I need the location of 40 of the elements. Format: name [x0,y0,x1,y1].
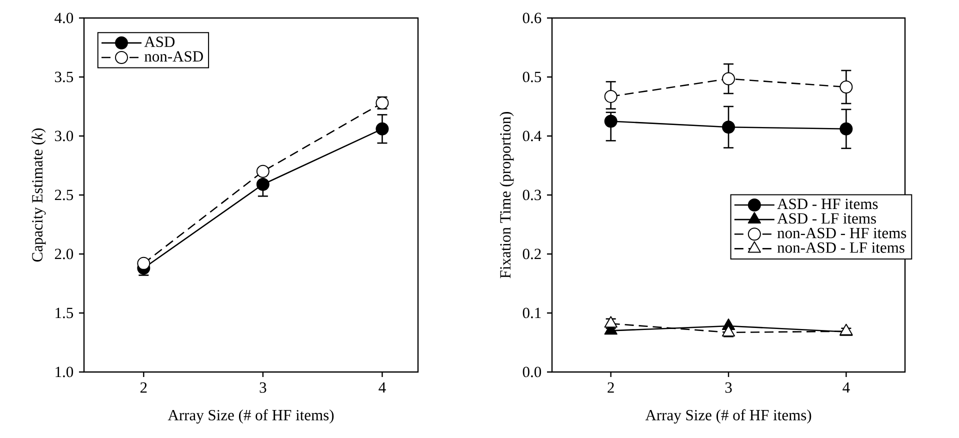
x-axis-title: Array Size (# of HF items) [168,409,334,424]
point [604,90,618,103]
point [840,80,853,94]
x-tick-label: 2 [140,382,147,393]
y-tick-label: 0.4 [522,130,542,142]
y-tick-label: 4.0 [54,12,74,24]
legend-label: ASD [144,36,175,48]
y-tick-label: 3.0 [55,130,74,142]
y-tick-label: 0.2 [522,248,541,260]
y-tick-label: 0.0 [522,366,542,378]
legend-label: non-ASD - HF items [777,228,906,238]
x-tick-label: 4 [378,382,386,393]
x-tick-label: 3 [260,382,266,393]
x-tick-label: 2 [608,382,614,393]
x-tick-label: 4 [842,382,850,393]
x-axis-title: Array Size (# of HF items) [645,409,812,424]
legend-label: ASD - HF items [777,198,878,210]
point [256,178,270,191]
point [722,72,736,86]
point [376,122,389,136]
legend-label: non-ASD - LF items [777,242,904,253]
point [722,324,736,336]
y-tick-label: 2.5 [54,190,74,200]
point [722,120,736,134]
y-tick-label: 1.0 [56,366,74,378]
y-axis-title: Capacity Estimate (k) [32,128,46,262]
x-tick-label: 3 [725,382,732,393]
y-tick-label: 0.5 [522,72,542,82]
y-tick-label: 3.5 [55,72,74,82]
legend-label: non-ASD [144,51,203,62]
point [256,164,270,178]
y-tick-label: 2.0 [54,248,74,260]
y-tick-label: 0.1 [522,308,541,318]
point [840,122,853,136]
y-tick-label: 0.3 [522,190,542,200]
legend-label: ASD - LF items [777,213,876,224]
point [604,114,618,128]
y-axis-title: Fixation Time (proportion) [500,112,514,278]
y-tick-label: 1.5 [56,308,74,318]
y-tick-label: 0.6 [522,12,542,24]
